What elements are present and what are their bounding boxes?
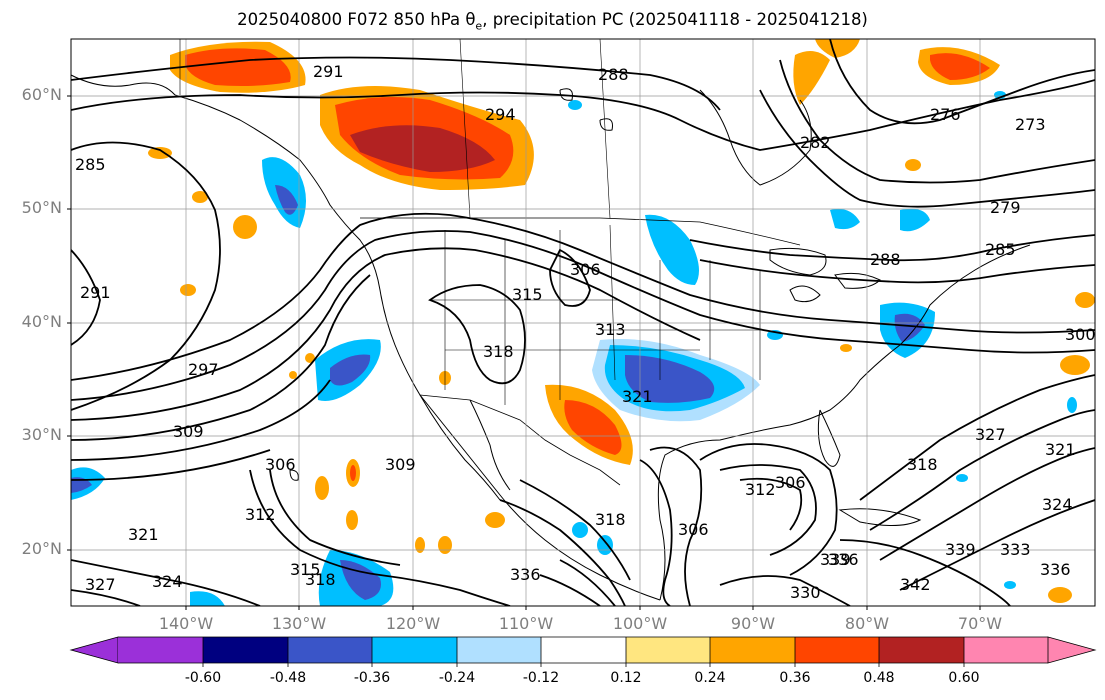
colorbar-tick-label: 0.60 [948,670,980,686]
contour-label: 300 [1065,325,1096,344]
contour-label: 342 [900,575,931,594]
theta-e-contours [71,39,1095,606]
lat-label: 50°N [21,198,62,217]
colorbar-tick-label: -0.36 [353,670,391,686]
contour-label: 339 [820,550,851,569]
lat-label: 60°N [21,85,62,104]
colorbar-segment [372,637,457,663]
lon-label: 80°W [844,614,890,633]
lon-label: 120°W [385,614,441,633]
contour-label: 312 [245,505,276,524]
contour-label: 306 [678,520,709,539]
colorbar-min-extend [69,636,119,664]
colorbar-segment [203,637,288,663]
contour-label: 315 [290,560,321,579]
contour-label: 306 [570,260,601,279]
colorbar-tick-label: -0.60 [184,670,222,686]
contour-label: 336 [1040,560,1071,579]
contour-label: 313 [595,320,626,339]
contour-label: 276 [930,105,961,124]
colorbar-tick-label: 0.12 [610,670,642,686]
chart-title: 2025040800 F072 850 hPa θe, precipitatio… [237,10,868,33]
lat-label: 30°N [21,425,62,444]
precip-shading [71,39,1095,606]
contour-label: 336 [828,550,859,569]
gridlines [71,39,1095,606]
colorbar-segment [541,637,626,663]
colorbar-tick-label: 0.36 [779,670,811,686]
lon-label: 70°W [957,614,1003,633]
contour-label: 291 [313,62,344,81]
contour-label: 318 [907,455,938,474]
colorbar-segment [118,637,203,663]
colorbar-segment [879,637,964,663]
lat-label: 20°N [21,539,62,558]
contour-label: 273 [1015,115,1046,134]
contour-label: 324 [1042,495,1073,514]
colorbar-segment [964,637,1048,663]
contour-label: 336 [510,565,541,584]
colorbar-tick-label: -0.48 [269,670,307,686]
contour-label: 321 [1045,440,1076,459]
contour-label: 330 [790,583,821,602]
colorbar-tick-label: -0.12 [522,670,560,686]
contour-label: 315 [512,285,543,304]
contour-label: 297 [188,360,219,379]
contour-label: 294 [485,105,516,124]
contour-label: 327 [85,575,116,594]
contour-label: 288 [598,65,629,84]
contour-label: 321 [622,387,653,406]
lon-label: 130°W [271,614,327,633]
contour-labels: 291 288 294 276 282 273 285 291 297 309 … [75,62,1096,602]
contour-label: 306 [775,473,806,492]
coastline-borders [71,39,1031,601]
contour-label: 333 [1000,540,1031,559]
contour-label: 312 [745,480,776,499]
contour-label: 318 [483,342,514,361]
lon-label: 90°W [730,614,776,633]
colorbar-tick-label: -0.24 [438,670,476,686]
contour-label: 309 [385,455,416,474]
contour-label: 285 [75,155,106,174]
contour-label: 291 [80,283,111,302]
contour-label: 318 [305,570,336,589]
colorbar-segment [795,637,879,663]
plot-area [71,39,1095,606]
colorbar-max-extend [1047,636,1097,664]
lon-label: 140°W [158,614,214,633]
contour-label: 306 [265,455,296,474]
colorbar-segment [457,637,541,663]
tick-marks [67,95,981,610]
colorbar-tick-label: 0.48 [863,670,895,686]
contour-label: 321 [128,525,159,544]
contour-label: 339 [945,540,976,559]
colorbar-segment [710,637,795,663]
contour-label: 288 [870,250,901,269]
colorbar [69,636,1097,667]
lon-label: 100°W [612,614,668,633]
contour-label: 318 [595,510,626,529]
colorbar-tick-label: 0.24 [694,670,726,686]
contour-label: 285 [985,240,1016,259]
contour-label: 309 [173,422,204,441]
lat-label: 40°N [21,312,62,331]
contour-label: 327 [975,425,1006,444]
contour-label: 282 [800,133,831,152]
colorbar-segment [288,637,372,663]
lon-label: 110°W [498,614,554,633]
contour-label: 279 [990,198,1021,217]
contour-label: 324 [152,572,183,591]
colorbar-segment [626,637,710,663]
